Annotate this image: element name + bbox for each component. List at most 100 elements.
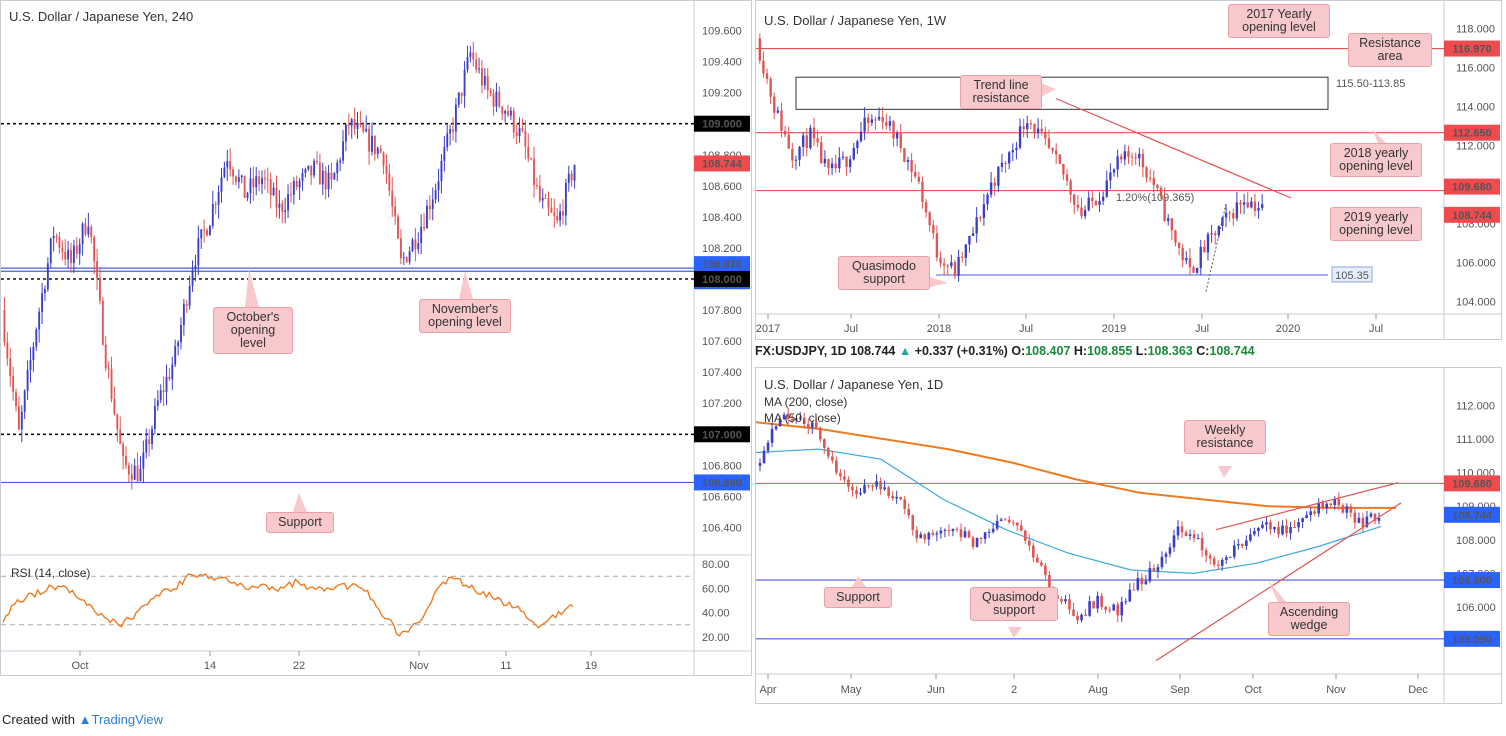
- d1-candle-body: [1349, 506, 1353, 513]
- time-tick-label: 2018: [927, 323, 951, 335]
- w1-candle-body: [1217, 226, 1220, 236]
- w1-candle-body: [1109, 172, 1112, 181]
- annotation-pointer: [1268, 580, 1286, 602]
- annotation-resistance-area[interactable]: Resistance area: [1348, 33, 1432, 67]
- d1-candle-body: [1285, 525, 1288, 534]
- d1-candle-body: [963, 531, 967, 538]
- w1-candle-body: [802, 135, 805, 147]
- w1-candle-body: [1098, 200, 1101, 205]
- d1-candle-body: [951, 528, 955, 532]
- h4-candle-body: [194, 265, 197, 270]
- price-tick-label: 108.600: [702, 181, 742, 193]
- w1-candle-body: [961, 256, 964, 258]
- h4-candle-body: [104, 344, 107, 369]
- w1-candle-body: [935, 233, 939, 258]
- h4-candle-body: [486, 75, 489, 91]
- d1-candle-body: [1136, 578, 1140, 590]
- w1-candle-body: [1141, 153, 1145, 168]
- d1-candle-body: [1277, 526, 1280, 535]
- zone-range-label: 115.50-113.85: [1336, 78, 1405, 90]
- price-tick-label: 109.200: [702, 88, 742, 100]
- annotation-2019-yearly-opening-level[interactable]: 2019 yearly opening level: [1330, 207, 1422, 241]
- high-value: 108.855: [1087, 344, 1133, 358]
- w1-candle-body: [1058, 154, 1061, 164]
- annotation-pointer: [245, 269, 259, 307]
- h4-candle-body: [385, 165, 388, 174]
- annotation-trend-line-resistance[interactable]: Trend line resistance: [960, 75, 1042, 109]
- annotation-quasimodo-support-daily[interactable]: Quasimodo support: [970, 587, 1058, 621]
- annotation-octobers-opening-level[interactable]: October's opening level: [213, 307, 293, 354]
- h4-candle-body: [211, 204, 214, 227]
- w1-candle-body: [895, 132, 899, 139]
- annotation-2017-yearly-opening-level[interactable]: 2017 Yearly opening level: [1228, 4, 1330, 38]
- annotation-ascending-wedge[interactable]: Ascending wedge: [1268, 602, 1350, 636]
- h4-candle-body: [295, 181, 298, 188]
- h4-candle-body: [394, 206, 397, 217]
- annotation-quasimodo-support-weekly[interactable]: Quasimodo support: [838, 256, 930, 290]
- d1-candle-body: [1257, 527, 1260, 531]
- w1-candle-body: [888, 121, 892, 126]
- h4-candle-body: [136, 465, 139, 481]
- h4-candle-body: [116, 413, 119, 430]
- w1-candle-body: [848, 159, 852, 167]
- h4-candle-body: [428, 205, 431, 209]
- time-tick-label: Dec: [1408, 684, 1428, 696]
- h4-candle-body: [333, 173, 336, 180]
- w1-candle-body: [1105, 180, 1108, 197]
- footer-text: Created with: [2, 712, 75, 727]
- h4-candle-body: [466, 56, 469, 70]
- d1-candle-body: [1204, 550, 1208, 556]
- time-tick-label: 2017: [756, 323, 780, 335]
- h4-candle-body: [344, 124, 347, 142]
- w1-candle-body: [950, 262, 953, 267]
- w1-candle-body: [1203, 246, 1206, 253]
- d1-candle-body: [987, 531, 991, 533]
- h4-candle-body: [87, 226, 90, 235]
- h4-candle-body: [472, 52, 475, 60]
- chart-1w-canvas[interactable]: 118.000116.000114.000112.000110.000108.0…: [756, 1, 1501, 339]
- w1-candle-body: [780, 110, 783, 131]
- annotation-novembers-opening-level[interactable]: November's opening level: [419, 299, 511, 333]
- h4-candle-body: [9, 358, 12, 377]
- w1-candle-body: [979, 217, 982, 219]
- h4-candle-body: [188, 285, 191, 306]
- w1-candle-body: [812, 127, 816, 139]
- h4-candle-body: [535, 185, 538, 187]
- h4-candle-body: [324, 170, 327, 190]
- time-tick-label: 14: [204, 660, 216, 672]
- h4-candle-body: [553, 212, 556, 216]
- d1-candle-body: [1208, 555, 1212, 559]
- tradingview-brand[interactable]: TradingView: [91, 712, 164, 727]
- rsi-tick-label: 20.00: [702, 632, 730, 644]
- annotation-support[interactable]: Support: [266, 512, 334, 533]
- h4-candle-body: [469, 52, 472, 57]
- time-tick-label: Aug: [1088, 684, 1108, 696]
- chart-panel-1w[interactable]: 118.000116.000114.000112.000110.000108.0…: [755, 0, 1502, 340]
- d1-candle-body: [1112, 604, 1116, 611]
- h4-candle-body: [203, 229, 206, 231]
- annotation-weekly-resistance[interactable]: Weekly resistance: [1184, 420, 1266, 454]
- h4-candle-body: [81, 223, 84, 245]
- w1-candle-body: [1130, 156, 1134, 158]
- price-tick-label: 112.000: [1456, 401, 1495, 413]
- chart-1d-canvas[interactable]: 112.000111.000110.000109.000108.000107.0…: [756, 368, 1501, 703]
- h4-candle-body: [501, 106, 504, 114]
- h4-candle-body: [162, 390, 165, 393]
- time-tick-label: May: [841, 684, 862, 696]
- w1-candle-body: [1000, 162, 1004, 167]
- chart-panel-4h[interactable]: 109.600109.400109.200109.000108.800108.6…: [0, 0, 752, 676]
- annotation-support-daily[interactable]: Support: [824, 587, 892, 608]
- h4-candle-body: [454, 104, 457, 132]
- h4-candle-body: [310, 165, 313, 176]
- h4-candle-body: [402, 257, 405, 259]
- annotation-pointer: [930, 277, 948, 287]
- d1-candle-body: [786, 414, 790, 420]
- h4-candle-body: [93, 237, 96, 262]
- h4-candle-body: [356, 122, 359, 129]
- chart-panel-1d[interactable]: 112.000111.000110.000109.000108.000107.0…: [755, 367, 1502, 704]
- chart-4h-canvas[interactable]: 109.600109.400109.200109.000108.800108.6…: [1, 1, 751, 675]
- h4-candle-body: [336, 162, 339, 174]
- annotation-2018-yearly-opening-level[interactable]: 2018 yearly opening level: [1330, 143, 1422, 177]
- h4-candle-body: [284, 210, 287, 213]
- time-tick-label: 2: [1011, 684, 1017, 696]
